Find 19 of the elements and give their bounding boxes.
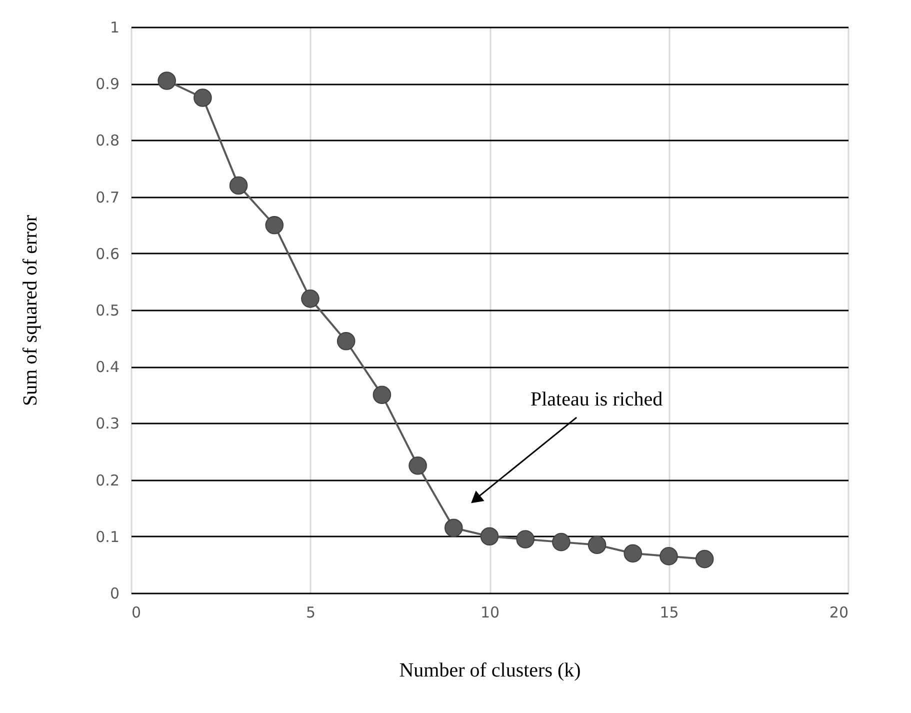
y-tick-label: 0.6 — [96, 244, 120, 263]
x-tick-label: 5 — [306, 604, 316, 622]
y-tick-label: 0.7 — [96, 188, 120, 206]
x-tick-label: 15 — [660, 604, 679, 622]
y-tick-label: 0 — [110, 584, 120, 602]
x-axis-title: Number of clusters (k) — [399, 660, 581, 682]
y-tick-label: 0.1 — [96, 528, 120, 546]
y-tick-label: 0.2 — [96, 471, 120, 490]
y-axis-title: Sum of squared of error — [20, 214, 42, 406]
y-tick-label: 0.3 — [96, 414, 120, 433]
x-tick-label: 20 — [829, 604, 848, 622]
y-tick-label: 0.8 — [96, 132, 120, 150]
x-tick-label: 0 — [132, 604, 142, 622]
annotation: Plateau is riched — [530, 388, 663, 410]
y-tick-label: 0.9 — [96, 75, 120, 94]
y-tick-label: 0.4 — [96, 358, 120, 376]
x-tick-label: 10 — [480, 604, 500, 622]
y-tick-label: 1 — [110, 18, 120, 36]
y-tick-label: 0.5 — [96, 302, 120, 320]
